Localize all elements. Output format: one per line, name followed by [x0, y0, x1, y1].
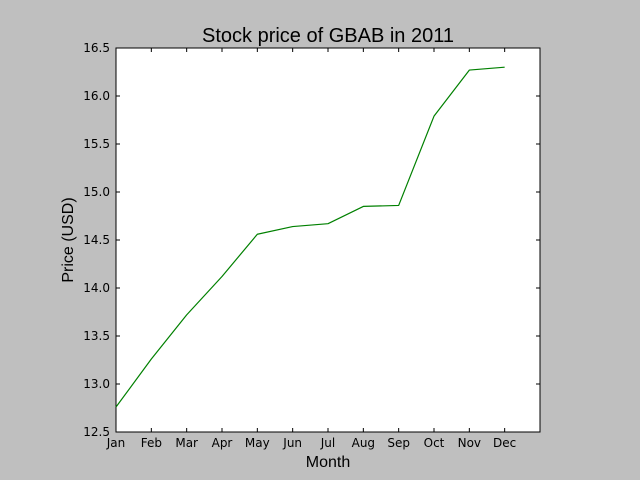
x-tick-label: Sep	[387, 436, 410, 450]
y-tick-label: 13.5	[83, 329, 110, 343]
x-axis-label: Month	[306, 454, 350, 471]
y-tick-label: 15.5	[83, 137, 110, 151]
y-tick-label: 12.5	[83, 425, 110, 439]
x-tick-label: Oct	[424, 436, 445, 450]
y-tick-label: 15.0	[83, 185, 110, 199]
y-tick-label: 16.0	[83, 89, 110, 103]
y-tick-label: 13.0	[83, 377, 110, 391]
y-tick-label: 14.0	[83, 281, 110, 295]
x-tick-label: Nov	[458, 436, 481, 450]
x-tick-label: Apr	[212, 436, 233, 450]
x-tick-label: Jan	[106, 436, 126, 450]
y-tick-label: 16.5	[83, 41, 110, 55]
x-tick-label: Jul	[320, 436, 335, 450]
y-tick-labels: 12.5 13.0 13.5 14.0 14.5 15.0 15.5 16.0 16.5	[83, 41, 110, 439]
x-tick-label: May	[245, 436, 270, 450]
x-tick-label: Dec	[493, 436, 516, 450]
x-tick-label: Aug	[352, 436, 375, 450]
axis-ticks	[115, 47, 540, 433]
chart-title: Stock price of GBAB in 2011	[202, 25, 454, 47]
x-tick-label: Mar	[175, 436, 198, 450]
series-layer	[115, 66, 505, 408]
y-axis-label: Price (USD)	[60, 197, 77, 282]
x-tick-labels: Jan Feb Mar Apr May Jun Jul Aug Sep Oct Nov Dec	[106, 436, 517, 450]
y-tick-label: 14.5	[83, 233, 110, 247]
x-tick-label: Jun	[282, 436, 302, 450]
x-tick-label: Feb	[141, 436, 162, 450]
series-line	[115, 66, 505, 408]
plot-area	[115, 47, 541, 433]
